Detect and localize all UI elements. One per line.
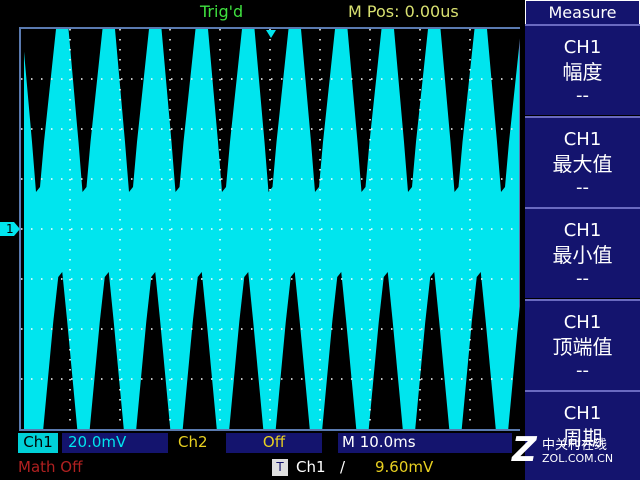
signal-gap-top: [254, 29, 289, 192]
menu-item-channel: CH1: [563, 128, 602, 150]
signal-gap-bottom: [275, 272, 310, 429]
signal-gap-bottom: [508, 306, 520, 429]
signal-gap-top: [347, 29, 382, 192]
signal-gap-bottom: [136, 272, 171, 429]
trigger-icon: T: [272, 459, 288, 476]
signal-gap-top: [22, 29, 56, 192]
channel-marker-bg: [0, 222, 20, 236]
grid: [21, 29, 519, 429]
menu-item-channel: CH1: [563, 37, 602, 58]
menu-item-label: 幅度: [562, 60, 603, 84]
signal-gap-top: [68, 29, 103, 192]
signal-gap-bottom: [182, 272, 217, 429]
timebase: M 10.0ms: [338, 433, 512, 453]
signal-gap-bottom: [368, 272, 403, 429]
menu-item-channel: CH1: [563, 403, 602, 424]
trigger-source: Ch1: [296, 458, 326, 476]
trigger-slope: /: [340, 458, 346, 476]
ch2-label: Ch2: [178, 433, 208, 451]
signal-gap-top: [487, 29, 520, 192]
menu-item-value: --: [576, 268, 589, 289]
signal-gap-bottom: [89, 272, 124, 429]
trigger-status: Trig'd: [200, 2, 244, 21]
watermark-url: ZOL.COM.CN: [542, 452, 614, 465]
menu-title[interactable]: Measure: [525, 0, 640, 26]
menu-item[interactable]: CH1 最大值 --: [525, 115, 640, 207]
signal-gap-bottom: [229, 272, 264, 429]
ch1-label: Ch1: [18, 433, 58, 453]
signal-gap-top: [301, 29, 335, 192]
signal-gap-top: [440, 29, 475, 192]
menu-item-label: 周期: [562, 426, 603, 450]
trigger-level: 9.60mV: [375, 458, 434, 476]
logo-z: Z: [512, 430, 537, 470]
menu-item-label: 最小值: [552, 243, 613, 267]
signal-gap-top: [115, 29, 149, 192]
menu-item-channel: CH1: [563, 220, 602, 241]
signal-gap-bottom: [322, 272, 357, 429]
menu-item-value: --: [576, 176, 589, 198]
channel-marker: 1: [6, 222, 14, 236]
menu-item-label: 顶端值: [552, 334, 613, 359]
signal-gap-bottom: [415, 272, 450, 429]
menu-item-value: --: [576, 359, 589, 381]
math-state: Math Off: [18, 458, 83, 476]
ch1-scale: 20.0mV: [62, 433, 168, 453]
m-pos: M Pos: 0.00us: [348, 2, 459, 21]
signal-gap-bottom: [43, 272, 78, 429]
watermark-name: 中关村在线: [542, 438, 608, 453]
menu-item[interactable]: CH1 周期: [525, 390, 640, 480]
menu-item-value: --: [576, 85, 589, 106]
menu-item[interactable]: CH1 幅度 --: [525, 24, 640, 115]
ch2-state: Off: [226, 433, 322, 453]
menu-item[interactable]: CH1 最小值 --: [525, 207, 640, 298]
waveform-area: 1: [0, 27, 520, 431]
trigger-pos-marker: [266, 30, 276, 38]
signal-gap-top: [208, 29, 242, 192]
menu-item-channel: CH1: [563, 311, 602, 333]
menu-item[interactable]: CH1 顶端值 --: [525, 298, 640, 390]
menu-item-label: 最大值: [552, 151, 613, 176]
